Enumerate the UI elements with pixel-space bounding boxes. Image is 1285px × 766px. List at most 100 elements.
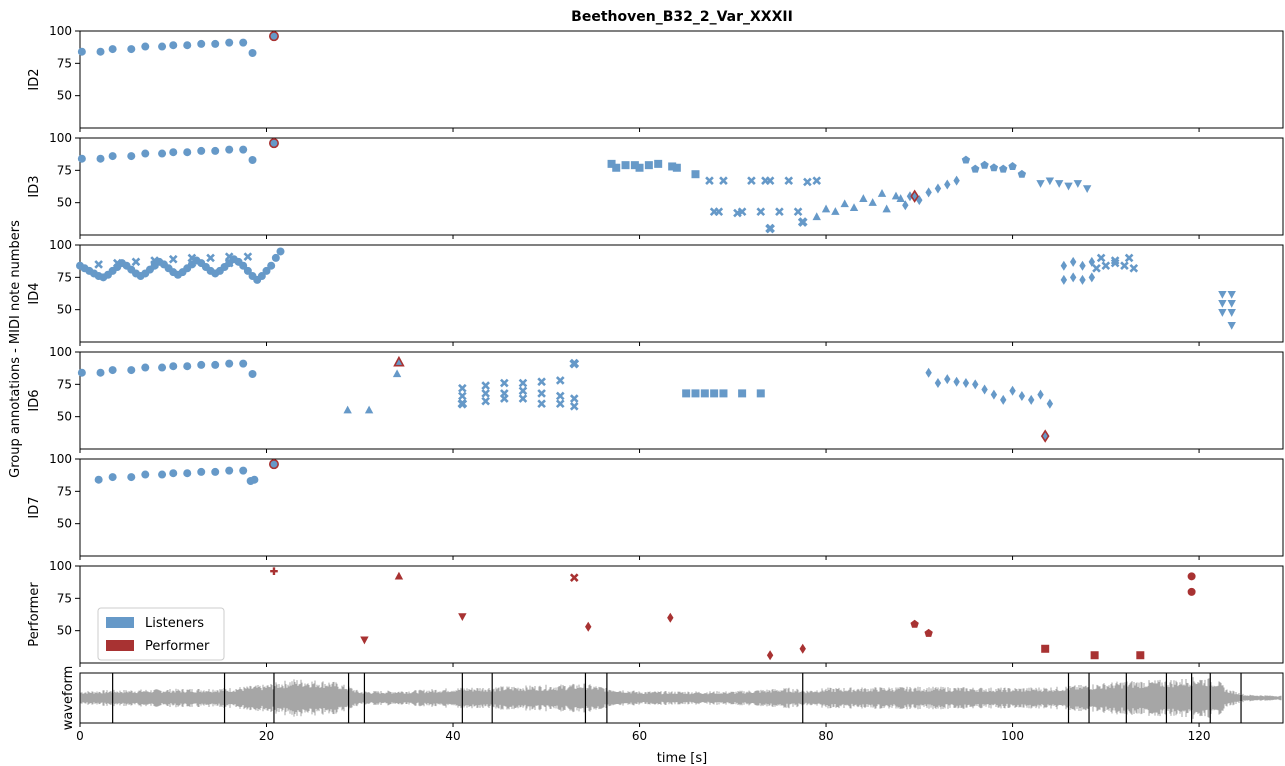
listener-point — [719, 176, 728, 185]
listener-point — [882, 204, 891, 213]
listener-point — [555, 391, 565, 401]
listener-point — [1009, 385, 1016, 396]
listener-point — [243, 252, 253, 261]
listener-point — [925, 367, 932, 378]
listener-point — [224, 258, 234, 268]
y-tick-label: 75 — [57, 163, 72, 177]
listener-point — [691, 389, 700, 398]
listener-point — [518, 378, 528, 388]
panel-id4: 50 75 100 ID4 — [27, 238, 1284, 346]
listener-point — [127, 366, 136, 375]
listener-point — [737, 207, 747, 217]
performer-point — [270, 567, 278, 575]
listener-point — [183, 148, 192, 157]
listener-point — [896, 194, 905, 202]
legend: Listeners Performer — [97, 607, 225, 661]
listener-point — [859, 194, 868, 202]
listener-point — [1008, 162, 1017, 171]
listener-point — [94, 475, 103, 484]
listener-point — [127, 473, 136, 482]
listener-point — [831, 207, 840, 215]
y-tick-label: 50 — [57, 410, 72, 424]
listener-point — [961, 155, 971, 164]
listener-point — [481, 396, 490, 406]
listener-point — [458, 391, 467, 401]
y-tick-label: 100 — [49, 24, 72, 38]
listener-point — [1046, 398, 1054, 409]
panel-label: waveform — [61, 666, 76, 731]
panel-id7: 50 75 100 ID7 — [27, 452, 1284, 560]
performer-point — [1040, 429, 1050, 443]
y-tick-label: 75 — [57, 591, 72, 605]
listener-point — [840, 199, 849, 208]
x-tick-label: 0 — [76, 729, 84, 743]
listener-point — [756, 207, 766, 217]
panel-frame — [79, 30, 1284, 129]
listener-point — [1218, 309, 1227, 317]
listener-point — [1064, 182, 1073, 191]
listener-point — [691, 170, 700, 179]
listener-point — [183, 362, 192, 371]
listener-point — [1124, 253, 1134, 263]
y-tick-label: 100 — [49, 345, 72, 359]
listener-point — [812, 212, 821, 221]
listener-point — [906, 191, 914, 202]
listener-point — [812, 176, 822, 185]
listener-point — [499, 394, 509, 403]
listener-point — [569, 402, 579, 411]
performer-point — [1187, 572, 1196, 581]
listener-point — [1079, 274, 1086, 285]
listener-point — [953, 376, 960, 387]
listener-point — [127, 45, 136, 54]
y-tick-label: 100 — [49, 238, 72, 252]
listener-point — [537, 399, 546, 409]
legend-label-performer: Performer — [145, 639, 210, 654]
performer-point — [393, 355, 405, 367]
listener-point — [654, 159, 663, 168]
listener-point — [1054, 180, 1064, 188]
listener-point — [765, 176, 775, 185]
listener-point — [981, 384, 988, 395]
listener-point — [868, 198, 877, 206]
listener-point — [169, 469, 178, 478]
y-tick-label: 100 — [49, 559, 72, 573]
listener-point — [1110, 256, 1120, 265]
listener-point — [714, 207, 724, 217]
listener-point — [158, 42, 167, 51]
listener-point — [262, 266, 271, 275]
listener-point — [239, 38, 248, 47]
listener-point — [1218, 300, 1227, 308]
listener-point — [877, 189, 887, 197]
performer-point — [569, 573, 579, 582]
listener-point — [1079, 260, 1086, 271]
listener-point — [555, 376, 565, 385]
y-tick-label: 75 — [57, 270, 72, 284]
listener-point — [267, 261, 276, 270]
waveform-trace — [80, 677, 1282, 719]
panel-performer: 50 75 100 Performer Listeners Performer — [27, 559, 1284, 667]
listener-point — [458, 383, 467, 393]
listener-point — [630, 161, 639, 170]
listener-point — [481, 389, 490, 398]
listener-point — [1028, 394, 1035, 405]
listener-point — [821, 204, 831, 213]
panel-label: ID3 — [27, 175, 42, 197]
listener-point — [1037, 389, 1044, 400]
listener-point — [1110, 258, 1120, 268]
listener-point — [1073, 180, 1083, 188]
listener-point — [225, 145, 234, 154]
listener-point — [672, 163, 681, 172]
listener-point — [141, 363, 150, 372]
y-tick-label: 50 — [57, 624, 72, 638]
panel-label: ID6 — [27, 389, 42, 411]
listener-point — [902, 200, 909, 211]
listener-point — [224, 252, 234, 261]
performer-point — [1041, 644, 1050, 653]
y-tick-label: 100 — [49, 131, 72, 145]
performer-point — [268, 31, 279, 42]
listener-point — [962, 378, 970, 389]
x-tick-label: 80 — [818, 729, 833, 743]
listener-point — [612, 163, 621, 172]
x-tick-label: 20 — [259, 729, 274, 743]
listener-point — [518, 394, 528, 403]
